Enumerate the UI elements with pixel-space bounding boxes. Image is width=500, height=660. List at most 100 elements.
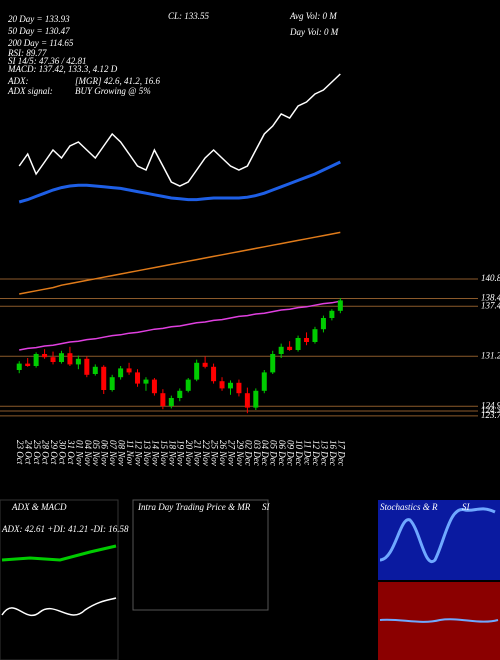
annotation: BUY Growing @ 5% [75, 86, 151, 96]
annotation: 200 Day = 114.65 [8, 38, 74, 48]
x-tick-label: 03 Dec [252, 440, 262, 466]
annotation: Avg Vol: 0 M [289, 11, 337, 21]
x-tick-label: 31 Oct [66, 439, 76, 465]
candle-body [219, 381, 225, 389]
annotation: SI [262, 502, 271, 512]
candle-body [253, 390, 259, 408]
si-decor [379, 618, 499, 623]
candle-body [67, 353, 73, 365]
x-tick-label: 29 Oct [49, 440, 59, 465]
candle-body [168, 398, 174, 406]
candle-body [227, 382, 233, 389]
candle-body [211, 366, 217, 382]
candle-body [75, 358, 81, 365]
x-tick-label: 28 Oct [41, 440, 51, 465]
annotation: [MGR] 42.6, 41.2, 16.6 [75, 76, 160, 86]
candle-body [25, 363, 31, 366]
candle-body [118, 368, 124, 378]
candle-body [202, 362, 208, 367]
candle-body [236, 382, 242, 394]
intraday-panel [132, 499, 269, 611]
candle-body [244, 393, 250, 408]
annotation: SI 14/5: 47.36 / 42.81 [8, 56, 87, 66]
x-tick-label: 13 Dec [319, 440, 329, 466]
x-tick-label: 04 Dec [260, 440, 270, 466]
x-tick-label: 05 Dec [269, 440, 279, 466]
annotation: ADX: [7, 76, 29, 86]
candle-body [177, 390, 183, 398]
y-tick-label: 138.43 [481, 293, 500, 303]
x-tick-label: 30 Oct [57, 439, 67, 465]
annotation: Stochastics & R [380, 502, 438, 512]
stochastic-panel [378, 500, 500, 580]
moving-average-line [18, 73, 341, 187]
x-tick-label: 02 Dec [243, 440, 253, 466]
x-tick-label: 18 Nov [167, 440, 177, 466]
x-tick-label: 27 Nov [226, 440, 236, 466]
x-tick-label: 11 Dec [302, 440, 312, 465]
stochastic-decor [379, 507, 496, 564]
candle-body [160, 393, 166, 406]
candle-body [295, 338, 301, 350]
moving-average-line [19, 300, 341, 351]
candle-body [84, 358, 90, 375]
y-tick-label: 131.22 [481, 350, 500, 360]
y-tick-label: 140.88 [481, 273, 500, 283]
candle-body [135, 372, 141, 384]
annotation: ADX signal: [7, 86, 53, 96]
candle-body [33, 354, 39, 366]
x-tick-label: 25 Nov [210, 440, 220, 466]
annotation: 50 Day = 130.47 [8, 26, 70, 36]
x-tick-label: 19 Nov [176, 440, 186, 466]
x-tick-label: 14 Nov [150, 440, 160, 466]
adx-decor [1, 544, 117, 562]
annotation: CL: 133.55 [168, 11, 210, 21]
x-tick-label: 04 Nov [83, 440, 93, 466]
macd-decor [1, 597, 117, 617]
candle-body [261, 372, 267, 391]
candle-body [42, 354, 48, 358]
x-tick-label: 26 Nov [218, 440, 228, 466]
candle-body [278, 346, 284, 354]
annotation: MACD: 137.42, 133.3, 4.12 D [7, 64, 118, 74]
x-tick-label: 11 Nov [125, 440, 135, 465]
x-tick-label: 10 Dec [294, 440, 304, 466]
moving-average-line [18, 160, 341, 204]
annotation: ADX: 42.61 +DI: 41.21 -DI: 16.58 [1, 524, 129, 534]
x-tick-label: 24 Oct [24, 440, 34, 465]
adx-panel [0, 499, 119, 660]
candle-body [320, 318, 326, 330]
x-tick-label: 15 Nov [159, 440, 169, 466]
annotation: SI [462, 502, 471, 512]
x-tick-label: 07 Nov [108, 440, 118, 466]
candle-body [101, 366, 107, 390]
moving-average-line [19, 231, 341, 295]
candle-body [312, 329, 318, 342]
annotation: Day Vol: 0 M [289, 27, 339, 37]
annotation: RSI: 89.77 [7, 48, 47, 58]
x-tick-label: 20 Nov [184, 440, 194, 466]
y-tick-label: 124.37 [481, 405, 500, 415]
candle-body [50, 357, 56, 362]
y-tick-label: 124.97 [481, 400, 500, 410]
candle-body [337, 300, 343, 311]
candle-body [58, 353, 64, 362]
candle-body [143, 379, 149, 384]
x-tick-label: 01 Nov [74, 440, 84, 466]
annotation: 20 Day = 133.93 [8, 14, 70, 24]
candle-body [185, 379, 191, 391]
x-tick-label: 06 Nov [100, 440, 110, 466]
x-tick-label: 21 Nov [193, 440, 203, 466]
annotation: ADX & MACD [11, 502, 67, 512]
x-tick-label: 09 Dec [286, 440, 296, 466]
annotation: Intra Day Trading Price & MR [137, 502, 251, 512]
x-tick-label: 29 Nov [235, 440, 245, 466]
candle-body [16, 363, 22, 370]
x-tick-label: 06 Dec [277, 440, 287, 466]
x-tick-label: 22 Nov [201, 440, 211, 466]
candle-body [287, 346, 293, 350]
x-tick-label: 23 Oct [15, 440, 25, 465]
x-tick-label: 16 Dec [328, 440, 338, 466]
x-tick-label: 08 Nov [117, 440, 127, 466]
